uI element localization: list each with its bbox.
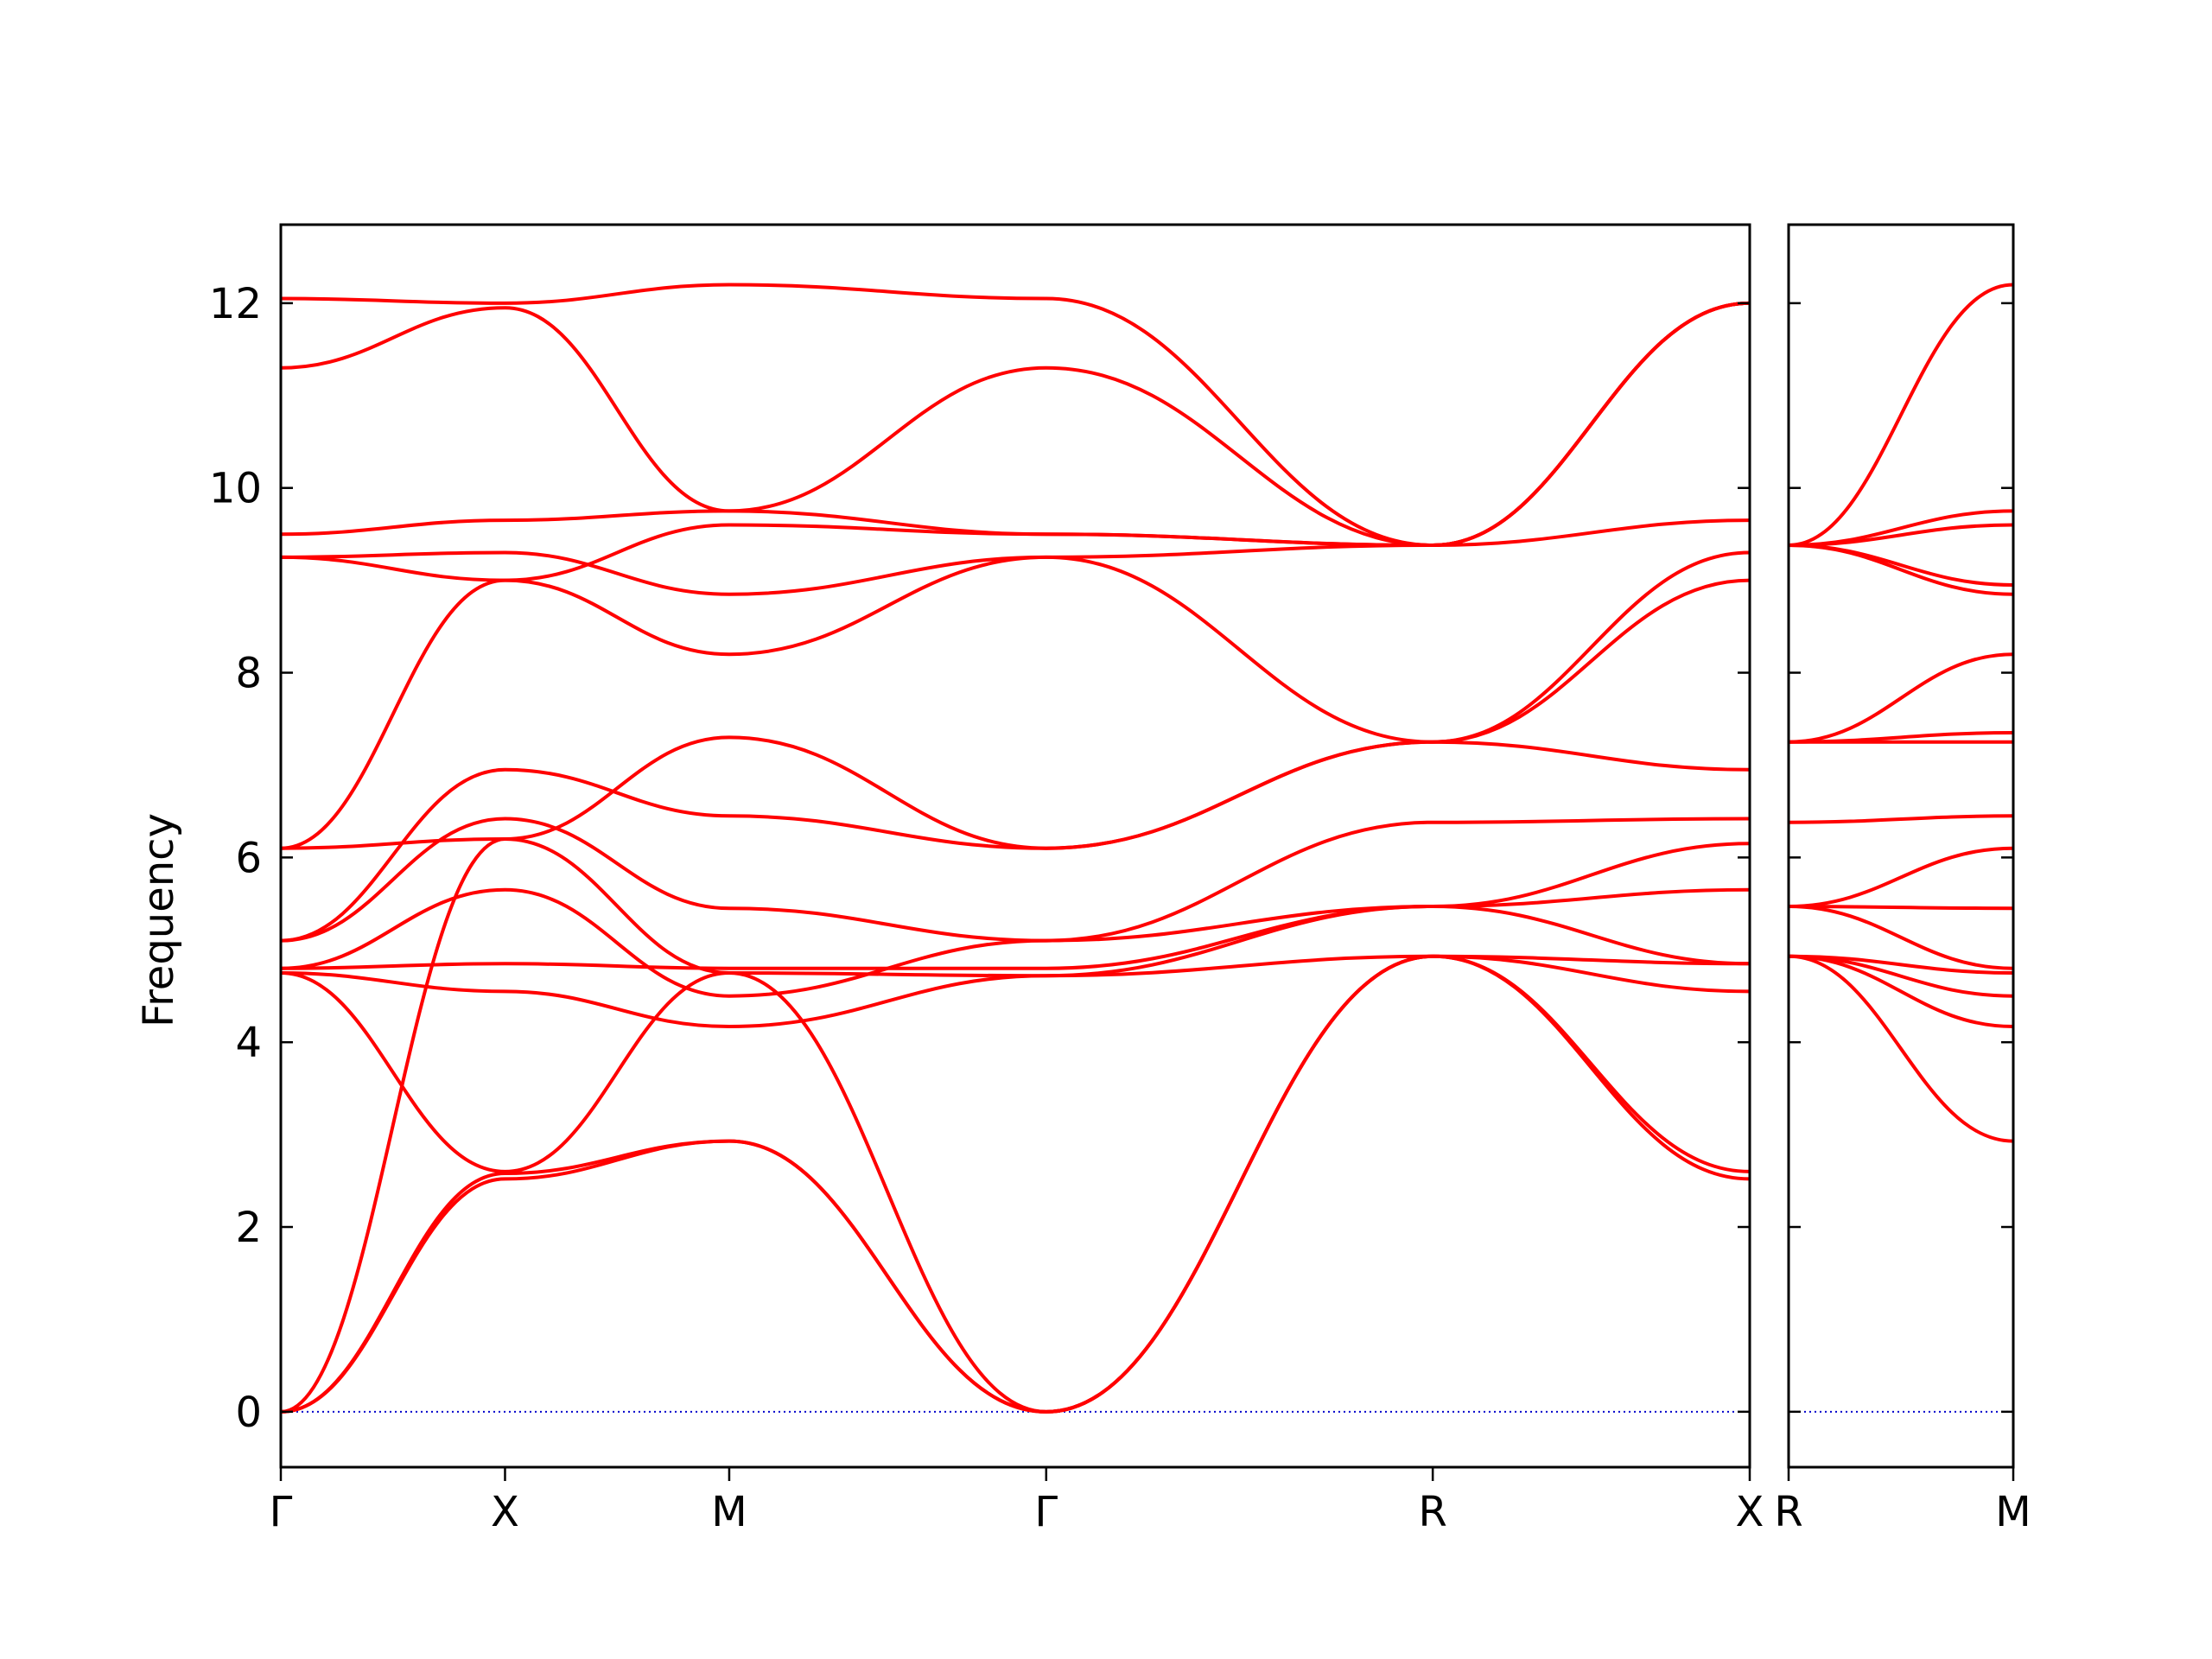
y-tick-label: 2: [235, 1204, 262, 1252]
x-tick-label: R: [1774, 1488, 1802, 1536]
y-tick-label: 8: [235, 650, 262, 698]
band-line-6: [281, 842, 1750, 998]
y-axis-label: Frequency: [135, 813, 183, 1027]
band-line-5: [281, 904, 1750, 970]
band-line-0: [281, 954, 1750, 1414]
band-line-3: [1789, 954, 2013, 975]
band-line-2: [281, 836, 1750, 1414]
band-line-10: [281, 550, 1750, 850]
x-tick-label: M: [711, 1488, 747, 1536]
band-line-10: [1789, 652, 2013, 744]
plot-frame: [1787, 223, 2015, 1469]
y-tick-label: 0: [235, 1389, 262, 1437]
plot-frame: [279, 223, 1751, 1469]
band-line-11: [281, 518, 1750, 596]
band-line-8: [281, 740, 1750, 943]
y-tick-label: 12: [209, 280, 262, 328]
band-line-3: [281, 954, 1750, 1173]
band-line-13: [281, 301, 1750, 548]
band-line-0: [1789, 954, 2013, 1143]
y-tick-label: 10: [209, 465, 262, 513]
y-tick-label: 6: [235, 834, 262, 882]
band-line-4: [1789, 905, 2013, 970]
band-line-12: [1789, 543, 2013, 587]
x-tick-label: X: [491, 1488, 519, 1536]
band-line-7: [281, 817, 1750, 943]
band-line-14: [281, 301, 1750, 548]
band-line-1: [281, 954, 1750, 1414]
band-line-14: [1789, 509, 2013, 547]
y-tick-label: 4: [235, 1019, 262, 1067]
band-line-7: [1789, 814, 2013, 824]
band-line-15: [1789, 283, 2013, 547]
band-line-9: [281, 578, 1750, 850]
band-line-11: [1789, 543, 2013, 596]
band-line-5: [1789, 905, 2013, 911]
x-tick-label: X: [1736, 1488, 1764, 1536]
band-line-4: [281, 887, 1750, 1029]
band-line-6: [1789, 846, 2013, 908]
x-tick-label: R: [1418, 1488, 1446, 1536]
band-line-15: [281, 283, 1750, 548]
x-tick-label: Γ: [270, 1488, 293, 1536]
x-tick-label: Γ: [1034, 1488, 1058, 1536]
x-tick-label: M: [1995, 1488, 2031, 1536]
panel-main: 0 2 4 6 8 10 12 Γ X M Γ R X: [209, 223, 1764, 1536]
band-line-9: [1789, 731, 2013, 744]
